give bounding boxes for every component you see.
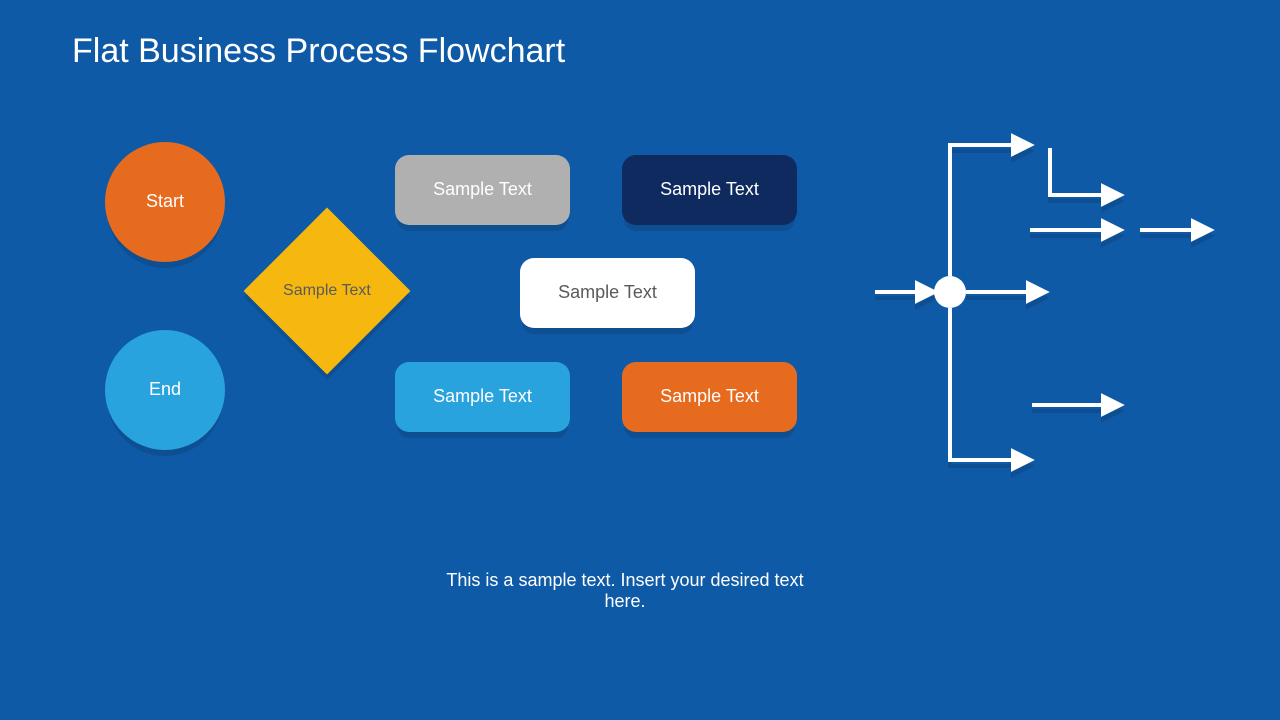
slide-title: Flat Business Process Flowchart xyxy=(72,32,565,71)
connector-path xyxy=(1050,148,1120,195)
node-label: Sample Text xyxy=(660,179,759,201)
node-label: Sample Text xyxy=(660,386,759,408)
flowchart-node-decision: Sample Text xyxy=(268,232,386,350)
flowchart-node-box_lightblue: Sample Text xyxy=(395,362,570,432)
flowchart-node-box_orange: Sample Text xyxy=(622,362,797,432)
slide-stage: Flat Business Process Flowchart Start End… xyxy=(0,0,1280,720)
flowchart-node-box_navy: Sample Text xyxy=(622,155,797,225)
node-label: Sample Text xyxy=(433,179,532,201)
node-label: Sample Text xyxy=(283,282,371,300)
node-label: Sample Text xyxy=(433,386,532,408)
flowchart-node-box_white: Sample Text xyxy=(520,258,695,328)
flowchart-node-box_gray: Sample Text xyxy=(395,155,570,225)
flowchart-node-start: Start xyxy=(105,142,225,262)
flowchart-node-end: End xyxy=(105,330,225,450)
node-label: End xyxy=(149,379,181,401)
node-label: Start xyxy=(146,191,184,213)
junction-node xyxy=(934,276,966,308)
node-label: Sample Text xyxy=(558,282,657,304)
connector-path xyxy=(950,308,1030,460)
slide-caption: This is a sample text. Insert your desir… xyxy=(425,570,825,612)
connector-path xyxy=(950,145,1030,276)
